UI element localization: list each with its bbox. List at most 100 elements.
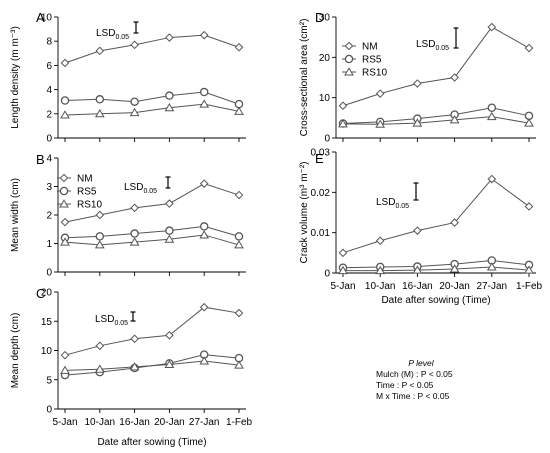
- x-tick-label: 16-Jan: [119, 417, 150, 428]
- series-line-rs10: [343, 266, 530, 272]
- point-nm: [165, 33, 174, 42]
- point-rs10: [338, 265, 348, 275]
- x-tick-label: 1-Feb: [516, 281, 543, 292]
- x-tick-label: 27-Jan: [477, 281, 508, 292]
- y-tick-label: 0.02: [311, 188, 331, 199]
- point-rs5: [60, 96, 70, 105]
- point-rs5: [130, 97, 139, 106]
- p-level-row-time: Time : P < 0.05: [376, 380, 434, 390]
- lsd-label: LSD0.05: [96, 28, 129, 41]
- legend-marker-rs10: [344, 67, 354, 76]
- point-nm: [130, 203, 139, 213]
- point-rs10: [486, 111, 497, 121]
- legend-marker-nm: [344, 41, 354, 51]
- legend-label-nm: NM: [362, 42, 378, 53]
- point-rs10: [524, 118, 534, 127]
- series-line-nm: [342, 178, 530, 254]
- point-nm: [338, 101, 348, 111]
- point-rs10: [412, 265, 423, 274]
- point-nm: [524, 43, 534, 53]
- y-tick-label: 6: [46, 61, 52, 72]
- point-rs5: [165, 226, 174, 235]
- series-line-nm: [342, 26, 530, 107]
- point-rs10: [129, 107, 140, 117]
- series-line-rs5: [64, 354, 240, 376]
- series-line-rs10: [64, 360, 240, 371]
- point-rs10: [199, 356, 210, 365]
- x-axis-title: Date after sowing (Time): [97, 437, 206, 448]
- x-tick-label: 27-Jan: [189, 417, 220, 428]
- point-nm: [338, 248, 348, 258]
- point-nm: [95, 341, 105, 351]
- y-axis-title: Mean width (cm): [10, 178, 21, 252]
- point-rs5: [95, 232, 105, 241]
- point-rs10: [60, 365, 70, 374]
- point-nm: [375, 89, 385, 98]
- point-nm: [199, 179, 209, 188]
- panel-a: 0 2 4 6 8 10 Length density (m m⁻³) A LSD0.05: [10, 10, 246, 145]
- point-rs10: [129, 362, 140, 371]
- point-rs5: [487, 103, 497, 113]
- legend-label-rs10: RS10: [77, 200, 102, 211]
- panel-b: 0 1 2 3 4 Mean width (cm) B LSD0.05 NM RS5 RS10: [10, 152, 246, 279]
- panel-letter: A: [36, 10, 45, 25]
- point-nm: [165, 199, 174, 208]
- point-rs10: [449, 115, 460, 124]
- x-axis-title: Date after sowing (Time): [381, 295, 490, 306]
- point-rs10: [375, 119, 386, 128]
- point-rs10: [129, 237, 140, 246]
- panel-c: 0 5 10 15 20 5-Jan 10-Jan 16-Jan 20-Jan 27-Jan 1-F…: [10, 286, 252, 448]
- legend-label-rs5: RS5: [77, 187, 97, 198]
- point-nm: [413, 79, 422, 88]
- y-tick-label: 5: [46, 375, 52, 386]
- series-line-rs5: [64, 91, 240, 105]
- point-rs10: [60, 237, 70, 246]
- p-level-header: P level: [408, 358, 434, 368]
- legend-label-rs10: RS10: [362, 68, 387, 79]
- point-nm: [130, 40, 139, 50]
- x-tick-label: 10-Jan: [85, 417, 116, 428]
- series-line-rs10: [64, 234, 240, 246]
- point-rs5: [165, 91, 174, 100]
- point-nm: [165, 330, 174, 340]
- y-axis-title: Mean depth (cm): [10, 313, 21, 389]
- point-rs10: [94, 364, 105, 373]
- panel-letter: C: [36, 286, 45, 301]
- x-tick-label: 5-Jan: [330, 281, 355, 292]
- y-tick-label: 0.01: [311, 228, 331, 239]
- point-nm: [234, 42, 244, 52]
- point-rs10: [199, 99, 210, 108]
- series-line-rs5: [64, 225, 240, 239]
- point-nm: [234, 308, 244, 318]
- point-nm: [234, 190, 244, 200]
- point-nm: [95, 46, 105, 56]
- legend-marker-nm: [59, 173, 69, 183]
- point-rs5: [95, 95, 105, 104]
- y-tick-label: 15: [41, 317, 53, 328]
- point-rs10: [164, 102, 175, 112]
- point-rs10: [234, 106, 244, 115]
- y-tick-label: 20: [319, 53, 331, 64]
- point-rs5: [199, 87, 209, 97]
- point-rs10: [164, 234, 175, 243]
- point-rs5: [234, 232, 244, 241]
- series-line-nm: [64, 306, 240, 356]
- panel-d: 0 10 20 30 Cross-sectional area (cm²) D LSD0.0…: [299, 10, 536, 145]
- y-tick-label: 4: [46, 85, 52, 96]
- point-rs10: [449, 264, 460, 273]
- point-rs10: [199, 230, 210, 239]
- legend-marker-rs5: [344, 54, 354, 64]
- point-rs10: [60, 110, 70, 119]
- series-line-nm: [64, 34, 240, 64]
- series-line-rs5: [342, 259, 530, 269]
- point-rs10: [234, 360, 244, 369]
- legend-marker-rs10: [59, 199, 69, 208]
- series-line-rs10: [64, 103, 240, 116]
- point-rs10: [486, 262, 497, 271]
- y-tick-label: 0.03: [311, 148, 331, 159]
- y-tick-label: 20: [41, 288, 53, 299]
- y-tick-label: 0: [46, 405, 52, 416]
- point-rs10: [412, 118, 423, 127]
- y-tick-label: 0: [324, 269, 330, 280]
